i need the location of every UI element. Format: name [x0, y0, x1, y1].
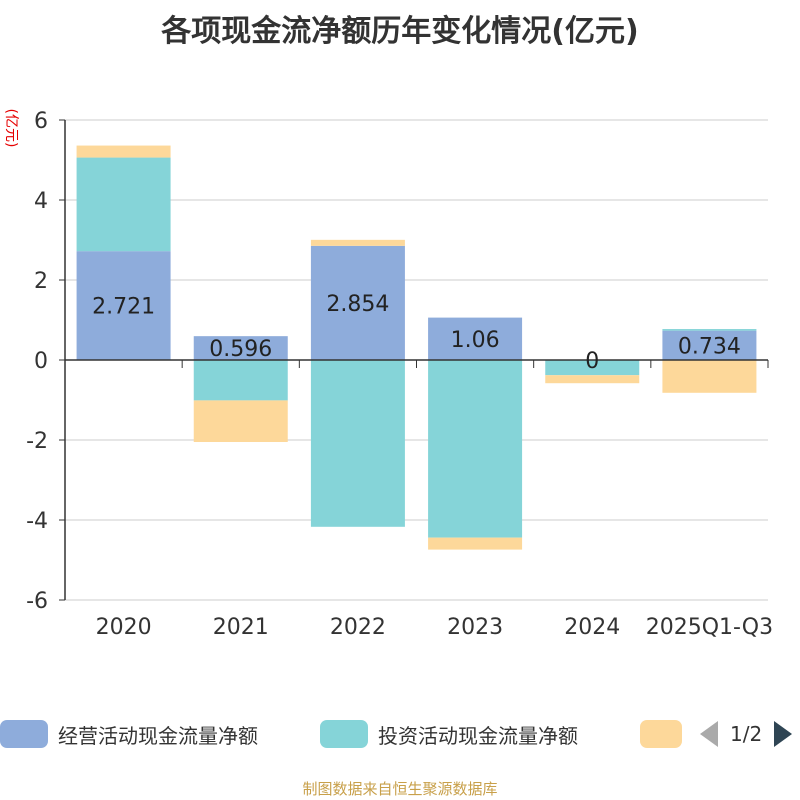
y-tick-label: 0: [34, 349, 48, 374]
bar-2020-series-3: [76, 145, 171, 158]
bar-2020-series-2: [76, 157, 171, 252]
bar-2022-series-1: [310, 245, 405, 360]
x-tick-label: 2023: [447, 615, 503, 640]
legend-item-operating[interactable]: 经营活动现金流量净额: [0, 716, 258, 752]
bar-2025Q1-Q3-series-3: [662, 360, 757, 393]
x-tick-label: 2020: [96, 615, 152, 640]
bar-2021-series-1: [193, 336, 288, 360]
bar-2020-series-1: [76, 251, 171, 360]
legend: 经营活动现金流量净额 投资活动现金流量净额: [0, 716, 800, 756]
legend-item-third[interactable]: [640, 716, 692, 752]
y-tick-label: -6: [26, 589, 48, 614]
data-label: 1.06: [451, 328, 500, 353]
data-label: 0.734: [678, 334, 741, 359]
chart-title: 各项现金流净额历年变化情况(亿元): [161, 14, 639, 49]
data-label: 0.596: [209, 337, 272, 362]
bar-2021-series-3: [193, 400, 288, 442]
x-tick-label: 2025Q1-Q3: [646, 615, 773, 640]
legend-pager: 1/2: [700, 716, 800, 752]
x-tick-label: 2022: [330, 615, 386, 640]
bar-2023-series-3: [428, 537, 523, 550]
legend-page-indicator: 1/2: [730, 722, 763, 746]
bar-2025Q1-Q3-series-2: [662, 329, 757, 331]
data-label: 0: [585, 349, 599, 374]
legend-item-investing[interactable]: 投资活动现金流量净额: [320, 716, 578, 752]
y-tick-label: 2: [34, 269, 48, 294]
y-tick-label: 4: [34, 189, 48, 214]
bar-2025Q1-Q3-series-1: [662, 330, 757, 360]
legend-next-page-icon[interactable]: [774, 721, 793, 747]
legend-prev-page-icon[interactable]: [700, 721, 718, 747]
bar-2021-series-2: [193, 360, 288, 401]
data-label: 2.721: [92, 295, 155, 320]
bar-2024-series-2: [545, 360, 640, 376]
bar-2023-series-2: [428, 360, 523, 538]
bar-2022-series-3: [310, 239, 405, 246]
bar-2024-series-3: [545, 375, 640, 384]
y-tick-label: -2: [26, 429, 48, 454]
legend-label-operating: 经营活动现金流量净额: [58, 723, 258, 748]
data-label: 2.854: [326, 292, 389, 317]
legend-swatch-investing: [320, 720, 368, 748]
legend-swatch-operating: [0, 720, 48, 748]
x-tick-label: 2024: [564, 615, 620, 640]
y-tick-label: -4: [26, 509, 48, 534]
bar-2022-series-2: [310, 360, 405, 527]
data-source-note: 制图数据来自恒生聚源数据库: [302, 780, 498, 798]
y-tick-label: 6: [34, 109, 48, 134]
legend-swatch-third: [640, 720, 682, 748]
legend-label-investing: 投资活动现金流量净额: [378, 723, 578, 748]
chart-plot-area: -6 -4 -2 0 2 4 6 2020 2021 2022 2023 2024 2025Q1-Q3 2…: [26, 109, 773, 640]
x-tick-label: 2021: [213, 615, 269, 640]
bar-2023-series-1: [428, 317, 523, 360]
